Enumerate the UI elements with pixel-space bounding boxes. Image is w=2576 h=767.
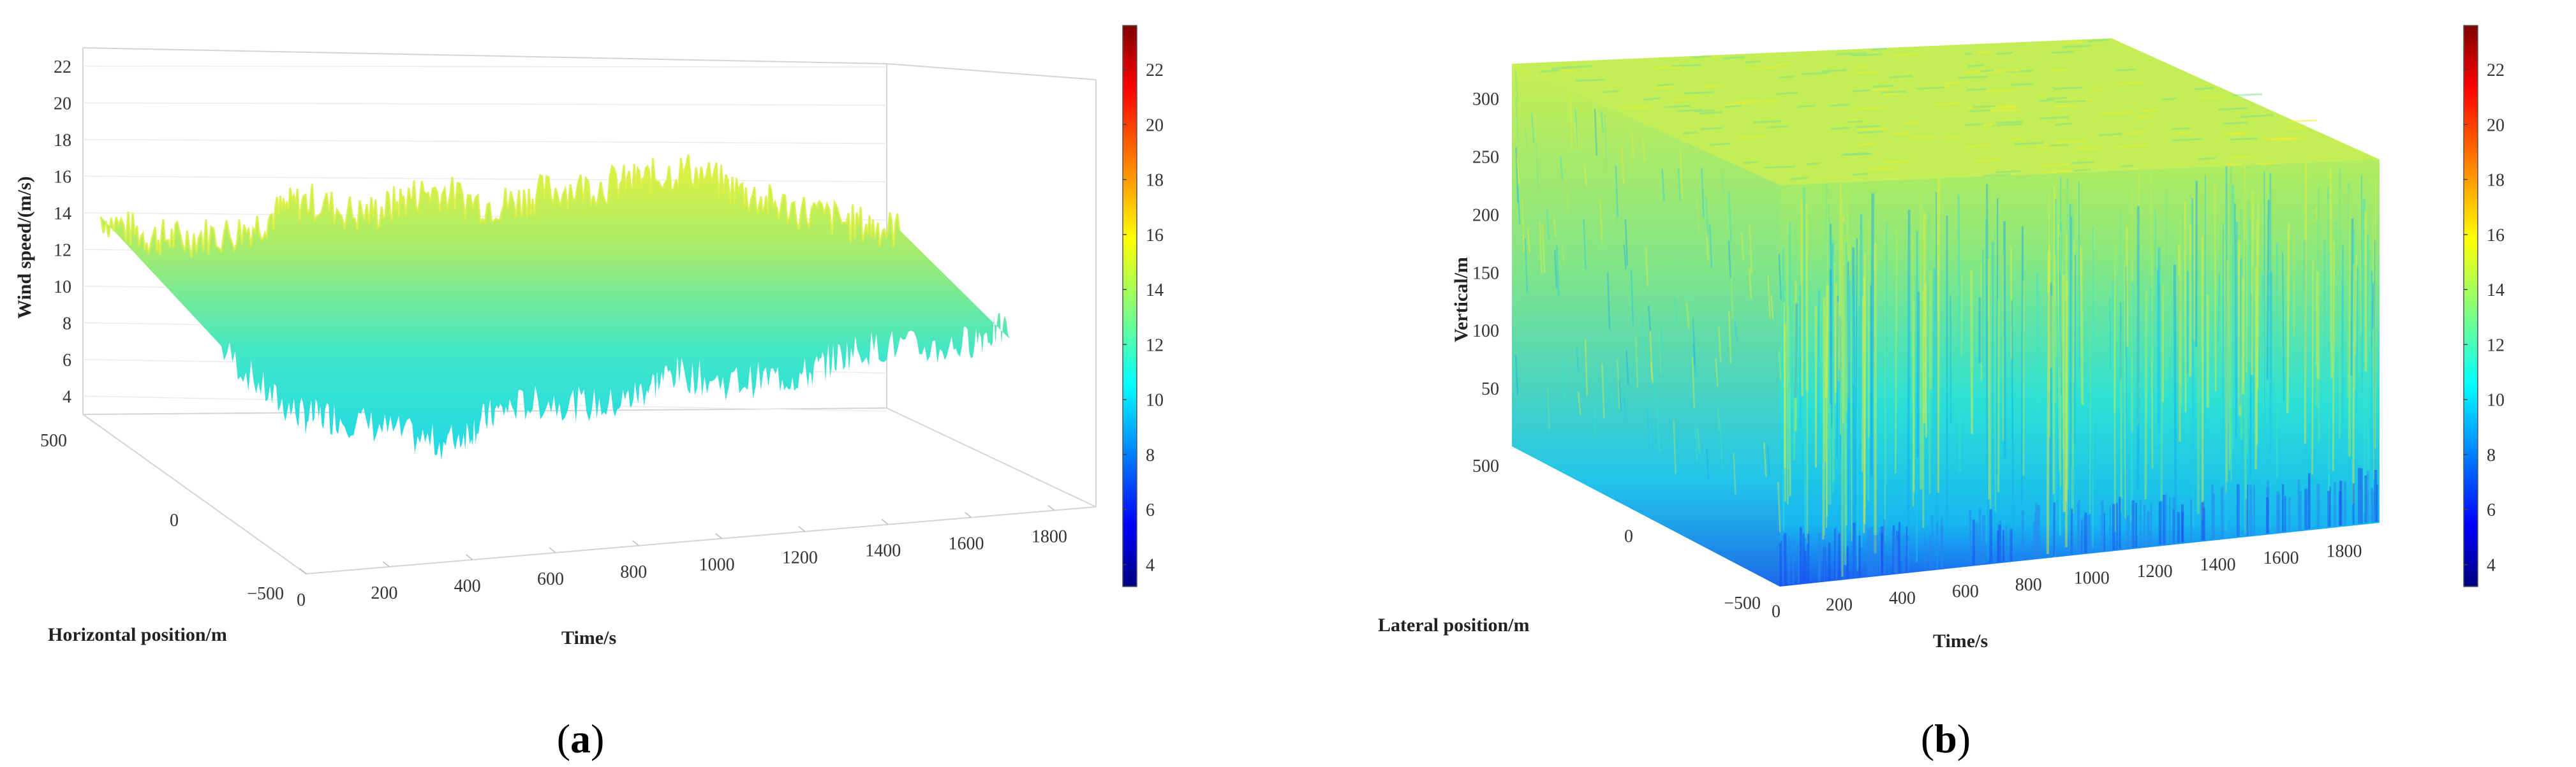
colorbar-tick-label: 20 xyxy=(1146,115,1164,135)
x-tick-label: 800 xyxy=(620,562,647,582)
panel-b-x-ticks: 0 200 400 600 800 1000 1200 1400 1600 1800 xyxy=(1772,541,2362,622)
x-tick-label: 1000 xyxy=(699,555,735,575)
x-tick-label: 0 xyxy=(297,590,306,610)
x-tick-label: 200 xyxy=(1826,595,1853,615)
z-tick-label: 4 xyxy=(63,387,71,407)
x-tick-label: 1400 xyxy=(2200,555,2236,574)
y-tick-label: −500 xyxy=(1724,594,1761,613)
colorbar-tick-label: 14 xyxy=(2487,281,2505,300)
y-tick-label: 0 xyxy=(170,511,179,530)
colorbar-tick-label: 16 xyxy=(1146,226,1164,245)
colorbar-tick-label: 18 xyxy=(1146,171,1164,191)
panel-a-z-ticks: 22 20 18 16 14 12 10 8 6 4 xyxy=(54,57,71,407)
x-tick-label: 400 xyxy=(1889,588,1916,608)
panel-a-x-ticks: 0 200 400 600 800 1000 1200 1400 1600 1800 xyxy=(297,527,1067,610)
panel-b-texture xyxy=(1514,39,2378,585)
panel-a-x-axis-label: Time/s xyxy=(561,627,616,648)
panel-a-z-axis-label: Wind speed/(m/s) xyxy=(14,176,35,319)
panel-b-caption: (b) xyxy=(1921,716,1971,761)
panel-b-colorbar-ticks: 22 20 18 16 14 12 10 8 6 4 xyxy=(2464,61,2505,575)
colorbar-tick-label: 6 xyxy=(1146,500,1155,520)
z-tick-label: 250 xyxy=(1472,147,1499,167)
panel-b-top-face xyxy=(1512,38,2380,185)
panel-a-surface xyxy=(101,154,1010,460)
z-tick-label: 20 xyxy=(54,94,71,113)
z-tick-label: 16 xyxy=(54,167,71,187)
panel-a-colorbar xyxy=(1122,25,1137,587)
z-tick-label: 300 xyxy=(1472,90,1499,110)
colorbar-tick-label: 4 xyxy=(2487,555,2496,575)
y-tick-label: 500 xyxy=(40,431,67,451)
x-tick-label: 1200 xyxy=(2137,562,2173,581)
z-tick-label: 10 xyxy=(54,277,71,297)
x-tick-label: 1800 xyxy=(2327,541,2362,561)
x-tick-label: 1600 xyxy=(2263,548,2299,568)
z-tick-label: 18 xyxy=(54,131,71,150)
panel-b-colorbar xyxy=(2463,25,2478,587)
z-tick-label: 6 xyxy=(63,351,71,370)
panel-a-colorbar-ticks: 22 20 18 16 14 12 10 8 6 4 xyxy=(1123,61,1164,575)
panel-a-y-ticks: 500 0 −500 xyxy=(40,431,284,604)
colorbar-tick-label: 16 xyxy=(2487,226,2505,245)
colorbar-tick-label: 4 xyxy=(1146,555,1155,575)
panel-a-box xyxy=(82,47,1097,574)
colorbar-tick-label: 22 xyxy=(1146,61,1164,80)
z-tick-label: 50 xyxy=(1481,379,1499,399)
colorbar-tick-label: 6 xyxy=(2487,500,2496,520)
z-tick-label: 150 xyxy=(1472,263,1499,283)
colorbar-tick-label: 8 xyxy=(2487,446,2496,465)
x-tick-label: 0 xyxy=(1772,602,1780,622)
z-tick-label: 8 xyxy=(63,314,71,333)
panel-b-side-face xyxy=(1512,64,1780,587)
colorbar-tick-label: 12 xyxy=(1146,335,1164,355)
colorbar-tick-label: 14 xyxy=(1146,281,1164,300)
panel-b-z-ticks: 300 250 200 150 100 50 xyxy=(1472,90,1499,400)
x-tick-label: 1200 xyxy=(782,548,818,568)
x-tick-label: 1600 xyxy=(949,534,984,554)
x-tick-label: 600 xyxy=(1952,581,1979,601)
x-tick-label: 600 xyxy=(537,569,564,589)
panel-a-y-axis-label: Horizontal position/m xyxy=(48,624,227,645)
panel-b-x-axis-label: Time/s xyxy=(1933,631,1988,652)
panel-a-caption: (a) xyxy=(557,716,605,761)
colorbar-tick-label: 10 xyxy=(1146,391,1164,411)
x-tick-label: 1000 xyxy=(2074,568,2110,588)
z-tick-label: 14 xyxy=(54,204,71,224)
x-tick-label: 800 xyxy=(2015,575,2042,595)
y-tick-label: 500 xyxy=(1472,457,1499,476)
panel-b-y-ticks: 500 0 −500 xyxy=(1472,457,1761,613)
x-tick-label: 400 xyxy=(454,576,481,596)
colorbar-tick-label: 18 xyxy=(2487,171,2505,191)
colorbar-tick-label: 20 xyxy=(2487,115,2505,135)
colorbar-tick-label: 8 xyxy=(1146,446,1155,465)
z-tick-label: 12 xyxy=(54,240,71,260)
x-tick-label: 200 xyxy=(371,583,397,603)
x-tick-label: 1800 xyxy=(1032,527,1067,547)
colorbar-tick-label: 22 xyxy=(2487,61,2505,80)
colorbar-tick-label: 10 xyxy=(2487,391,2505,411)
panel-b-y-axis-label: Lateral position/m xyxy=(1378,615,1530,636)
z-tick-label: 22 xyxy=(54,57,71,77)
z-tick-label: 100 xyxy=(1472,321,1499,341)
z-tick-label: 200 xyxy=(1472,205,1499,225)
y-tick-label: 0 xyxy=(1624,527,1633,546)
x-tick-label: 1400 xyxy=(865,541,901,561)
y-tick-label: −500 xyxy=(247,584,284,604)
colorbar-tick-label: 12 xyxy=(2487,335,2505,355)
panel-a-surface-crest xyxy=(100,154,901,258)
panel-b-z-axis-label: Vertical/m xyxy=(1451,257,1472,342)
